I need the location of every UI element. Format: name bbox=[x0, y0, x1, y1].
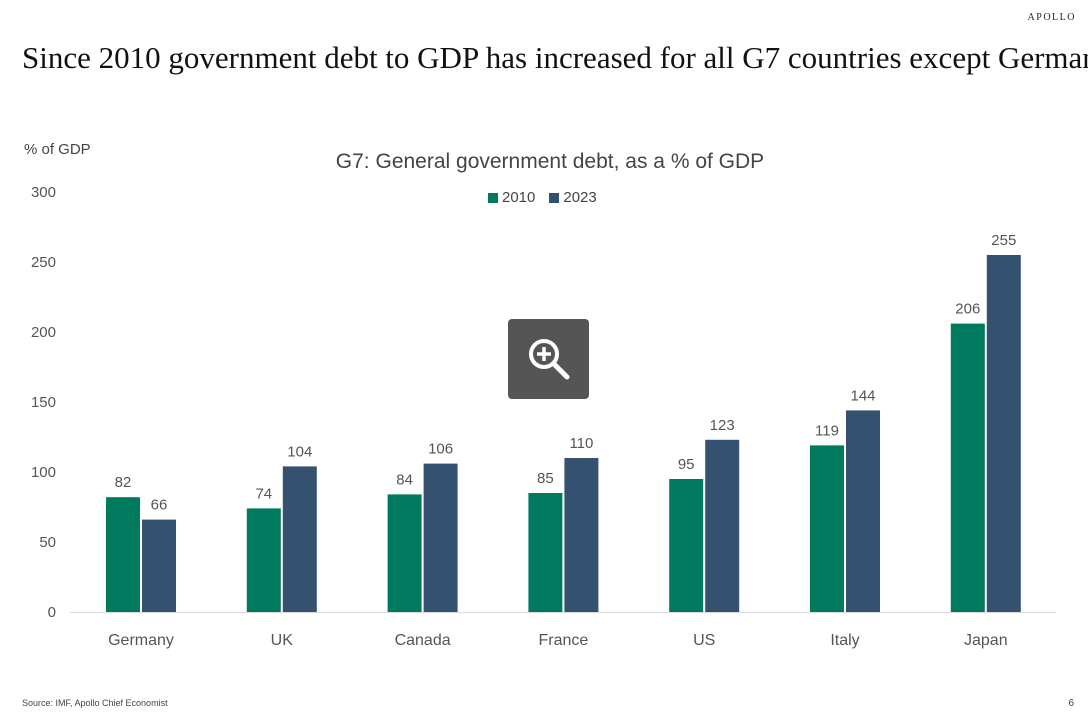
x-tick-label: Germany bbox=[108, 632, 174, 649]
brand-logo: APOLLO bbox=[1027, 12, 1076, 23]
bar-2023-italy bbox=[846, 410, 880, 612]
bar-2010-italy bbox=[810, 445, 844, 612]
data-label: 85 bbox=[537, 470, 554, 487]
legend-swatch-2010 bbox=[488, 192, 498, 203]
chart-title: G7: General government debt, as a % of G… bbox=[335, 150, 765, 173]
bar-2010-canada bbox=[387, 494, 422, 612]
data-label: 74 bbox=[255, 485, 272, 502]
x-tick-label: France bbox=[539, 632, 589, 649]
bar-2010-us bbox=[669, 479, 704, 612]
zoom-in-icon bbox=[528, 339, 569, 380]
bar-2023-uk bbox=[282, 466, 317, 612]
y-tick-label: 50 bbox=[39, 534, 56, 551]
legend-swatch-2023 bbox=[549, 192, 560, 203]
bar-2010-france bbox=[528, 493, 563, 612]
data-label: 144 bbox=[850, 387, 875, 404]
bar-2010-japan bbox=[950, 323, 985, 612]
data-label: 106 bbox=[428, 441, 453, 458]
zoom-button[interactable] bbox=[508, 319, 589, 399]
data-label: 95 bbox=[678, 456, 695, 473]
y-tick-label: 200 bbox=[31, 324, 56, 341]
source-footnote: Source: IMF, Apollo Chief Economist bbox=[22, 698, 168, 708]
y-tick-label: 0 bbox=[48, 604, 56, 621]
data-label: 110 bbox=[569, 435, 593, 452]
page-number: 6 bbox=[1068, 698, 1074, 709]
legend-item-2023: 2023 bbox=[549, 189, 597, 206]
data-label: 119 bbox=[815, 422, 839, 439]
data-label: 82 bbox=[115, 474, 132, 491]
x-tick-label: US bbox=[693, 632, 715, 649]
page-headline: Since 2010 government debt to GDP has in… bbox=[22, 40, 1088, 75]
legend-item-2010: 2010 bbox=[488, 189, 535, 206]
y-tick-label: 300 bbox=[31, 184, 56, 201]
bar-2023-us bbox=[705, 439, 740, 612]
bar-2023-france bbox=[564, 458, 599, 612]
y-tick-label: 100 bbox=[31, 464, 56, 481]
data-label: 255 bbox=[991, 232, 1016, 249]
x-tick-label: Canada bbox=[395, 632, 451, 649]
chart-legend: 2010 2023 bbox=[488, 189, 597, 206]
x-tick-label: UK bbox=[271, 632, 294, 649]
bar-2023-germany bbox=[142, 519, 176, 612]
bar-2023-canada bbox=[423, 463, 458, 612]
y-tick-label: 150 bbox=[31, 394, 56, 411]
data-label: 66 bbox=[151, 497, 168, 514]
data-label: 104 bbox=[287, 443, 312, 460]
legend-label-2010: 2010 bbox=[502, 189, 536, 206]
data-label: 206 bbox=[955, 301, 980, 318]
x-tick-label: Italy bbox=[830, 632, 859, 649]
x-tick-label: Japan bbox=[964, 632, 1008, 649]
bar-2010-uk bbox=[246, 508, 281, 612]
legend-label-2023: 2023 bbox=[563, 189, 597, 206]
y-tick-label: 250 bbox=[31, 254, 56, 271]
bar-2010-germany bbox=[106, 497, 140, 612]
data-label: 123 bbox=[710, 417, 735, 434]
data-label: 84 bbox=[396, 471, 413, 488]
y-axis-unit-label: % of GDP bbox=[24, 141, 91, 158]
bar-2023-japan bbox=[986, 255, 1021, 612]
